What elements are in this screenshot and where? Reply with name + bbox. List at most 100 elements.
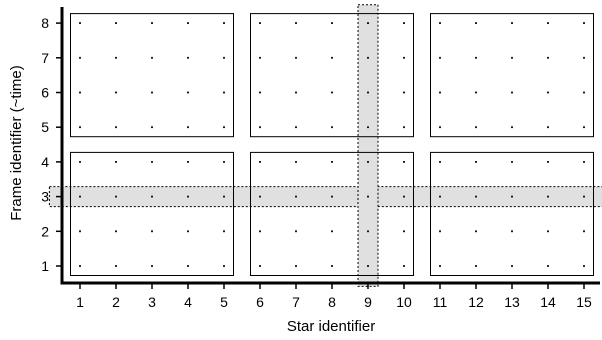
point-5-4	[223, 161, 225, 163]
point-11-6	[439, 91, 441, 94]
point-5-1	[223, 265, 225, 267]
point-6-7	[259, 56, 261, 59]
x-tick-label-14: 14	[540, 294, 556, 310]
point-9-7	[367, 56, 369, 59]
point-3-4	[151, 161, 153, 163]
point-7-1	[295, 265, 297, 267]
point-8-2	[331, 230, 333, 233]
point-1-5	[79, 126, 81, 129]
point-4-2	[187, 230, 189, 233]
point-10-1	[403, 265, 405, 267]
x-tick-label-6: 6	[256, 294, 264, 310]
y-tick-label-3: 3	[41, 189, 49, 205]
point-1-2	[79, 230, 81, 233]
x-tick-label-4: 4	[184, 294, 192, 310]
point-14-7	[547, 56, 549, 59]
point-2-2	[115, 230, 117, 233]
point-11-7	[439, 56, 441, 59]
point-4-6	[187, 91, 189, 94]
point-12-3	[475, 195, 477, 198]
point-2-8	[115, 22, 117, 24]
point-4-4	[187, 161, 189, 163]
point-10-5	[403, 126, 405, 129]
point-12-4	[475, 161, 477, 163]
point-12-6	[475, 91, 477, 94]
point-10-8	[403, 22, 405, 24]
x-tick-label-15: 15	[576, 294, 592, 310]
point-13-3	[511, 195, 513, 198]
point-11-1	[439, 265, 441, 267]
point-14-2	[547, 230, 549, 233]
point-7-2	[295, 230, 297, 233]
point-3-1	[151, 265, 153, 267]
point-8-8	[331, 22, 333, 24]
point-3-5	[151, 126, 153, 129]
point-8-5	[331, 126, 333, 129]
point-12-7	[475, 56, 477, 59]
x-tick-label-7: 7	[292, 294, 300, 310]
point-5-6	[223, 91, 225, 94]
point-3-7	[151, 56, 153, 59]
x-ticks: 1 2 3 4 5 6 7 8 9 10 11 12 13 14 15	[76, 283, 592, 310]
point-14-3	[547, 195, 549, 198]
x-tick-label-5: 5	[220, 294, 228, 310]
point-15-6	[583, 91, 585, 94]
point-2-1	[115, 265, 117, 267]
point-9-5	[367, 126, 369, 129]
point-7-8	[295, 22, 297, 24]
point-3-6	[151, 91, 153, 94]
point-8-6	[331, 91, 333, 94]
point-5-8	[223, 22, 225, 24]
point-11-2	[439, 230, 441, 233]
y-ticks: 1 2 3 4 5 6 7 8	[41, 15, 62, 274]
point-13-7	[511, 56, 513, 59]
point-2-5	[115, 126, 117, 129]
point-13-4	[511, 161, 513, 163]
point-5-7	[223, 56, 225, 59]
point-6-2	[259, 230, 261, 233]
y-tick-label-5: 5	[41, 119, 49, 135]
highlight-column-9	[357, 4, 379, 287]
point-15-7	[583, 56, 585, 59]
point-6-4	[259, 161, 261, 163]
point-4-8	[187, 22, 189, 24]
point-6-5	[259, 126, 261, 129]
highlight-row-3	[48, 186, 602, 208]
point-8-7	[331, 56, 333, 59]
y-tick-label-7: 7	[41, 50, 49, 66]
x-tick-label-10: 10	[396, 294, 412, 310]
point-11-8	[439, 22, 441, 24]
point-6-3	[259, 195, 261, 198]
point-10-6	[403, 91, 405, 94]
y-axis-title: Frame identifier (~time)	[8, 65, 25, 220]
point-7-3	[295, 195, 297, 198]
point-1-8	[79, 22, 81, 24]
point-13-1	[511, 265, 513, 267]
block-6	[430, 151, 594, 276]
point-9-3	[367, 195, 369, 198]
point-11-5	[439, 126, 441, 129]
x-tick-label-12: 12	[468, 294, 484, 310]
point-12-2	[475, 230, 477, 233]
point-12-1	[475, 265, 477, 267]
point-13-5	[511, 126, 513, 129]
point-15-3	[583, 195, 585, 198]
point-8-4	[331, 161, 333, 163]
point-6-1	[259, 265, 261, 267]
point-5-2	[223, 230, 225, 233]
point-1-1	[79, 265, 81, 267]
point-1-7	[79, 56, 81, 59]
point-3-2	[151, 230, 153, 233]
point-13-6	[511, 91, 513, 94]
point-14-6	[547, 91, 549, 94]
block-5	[250, 151, 414, 276]
point-15-8	[583, 22, 585, 24]
y-tick-label-2: 2	[41, 223, 49, 239]
point-14-5	[547, 126, 549, 129]
point-9-6	[367, 91, 369, 94]
x-tick-label-1: 1	[76, 294, 84, 310]
block-3	[430, 13, 594, 138]
axes	[60, 7, 600, 285]
x-tick-label-8: 8	[328, 294, 336, 310]
point-10-7	[403, 56, 405, 59]
